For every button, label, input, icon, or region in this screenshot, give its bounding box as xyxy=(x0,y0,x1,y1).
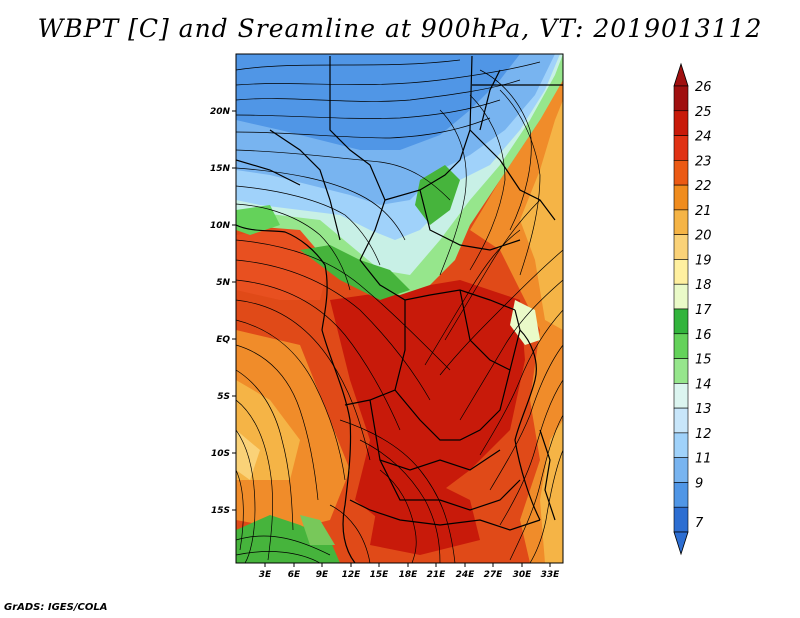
colorbar-label: 12 xyxy=(695,427,712,442)
lon-label: 30E xyxy=(513,570,533,580)
lon-label: 15E xyxy=(370,570,390,580)
lon-label: 6E xyxy=(288,570,301,580)
colorbar-swatch xyxy=(673,259,689,285)
colorbar-swatch xyxy=(673,383,689,409)
colorbar-swatch xyxy=(673,135,689,161)
lon-label: 27E xyxy=(484,570,504,580)
colorbar-swatch xyxy=(673,333,689,359)
colorbar-swatch xyxy=(673,234,689,260)
lat-label: EQ xyxy=(216,335,230,345)
colorbar-swatch xyxy=(673,457,689,483)
chart-title: WBPT [C] and Sreamline at 900hPa, VT: 20… xyxy=(37,14,763,43)
colorbar-label: 24 xyxy=(695,130,712,145)
colorbar-swatch xyxy=(673,358,689,384)
longitude-labels: 3E 6E 9E 12E 15E 18E 21E 24E 27E 30E 33E xyxy=(259,570,560,580)
lon-label: 12E xyxy=(342,570,362,580)
colorbar-label: 19 xyxy=(695,253,712,268)
colorbar-swatch xyxy=(673,209,689,235)
colorbar-label: 25 xyxy=(695,105,712,120)
axis-ticks xyxy=(232,110,551,567)
colorbar-label: 26 xyxy=(695,80,712,95)
colorbar-label: 13 xyxy=(695,402,712,417)
colorbar-swatch xyxy=(673,308,689,335)
colorbar-label: 15 xyxy=(695,353,712,368)
lat-label: 15N xyxy=(210,164,231,174)
colorbar-label: 21 xyxy=(695,204,712,219)
lon-label: 9E xyxy=(316,570,329,580)
colorbar-swatch xyxy=(673,110,689,136)
colorbar-bottom-arrow xyxy=(673,531,689,556)
lon-label: 24E xyxy=(456,570,476,580)
colorbar-label: 16 xyxy=(695,328,712,343)
colorbar-swatch xyxy=(673,184,689,211)
colorbar-label: 17 xyxy=(695,303,712,318)
map-frame xyxy=(235,53,564,564)
lon-label: 33E xyxy=(541,570,561,580)
colorbar: 26 25 24 23 22 21 20 19 18 17 16 15 14 13 12 11 9 7 xyxy=(673,62,712,556)
colorbar-swatch xyxy=(673,506,689,533)
lat-label: 20N xyxy=(210,107,231,117)
lat-label: 5S xyxy=(217,392,230,402)
colorbar-label: 22 xyxy=(695,179,712,194)
lon-label: 3E xyxy=(259,570,272,580)
colorbar-swatch xyxy=(673,283,689,310)
lat-label: 10N xyxy=(210,221,231,231)
colorbar-label: 9 xyxy=(695,476,703,491)
colorbar-label: 23 xyxy=(695,154,712,169)
lat-label: 10S xyxy=(211,449,230,459)
lon-label: 18E xyxy=(399,570,419,580)
country-borders xyxy=(236,55,563,563)
streamlines xyxy=(236,59,563,563)
latitude-labels: 20N 15N 10N 5N EQ 5S 10S 15S xyxy=(210,107,231,516)
colorbar-top-arrow xyxy=(673,62,689,87)
colorbar-label: 20 xyxy=(695,229,712,244)
lat-label: 15S xyxy=(211,506,230,516)
colorbar-label: 18 xyxy=(695,278,712,293)
grads-credit: GrADS: IGES/COLA xyxy=(4,602,108,613)
colorbar-label: 11 xyxy=(695,452,712,467)
colorbar-swatch xyxy=(673,85,689,112)
colorbar-label: 7 xyxy=(695,516,704,531)
colorbar-label: 14 xyxy=(695,377,712,392)
colorbar-swatch xyxy=(673,407,689,434)
colorbar-swatch xyxy=(673,432,689,458)
colorbar-swatch xyxy=(673,482,689,508)
colorbar-swatch xyxy=(673,160,689,186)
lon-label: 21E xyxy=(427,570,447,580)
lat-label: 5N xyxy=(216,278,230,288)
